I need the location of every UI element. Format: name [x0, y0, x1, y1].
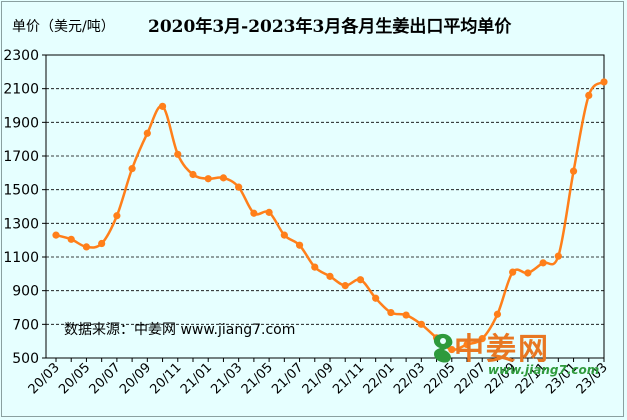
x-tick-label: 20/09 [117, 360, 154, 397]
data-source-label: 数据来源：中姜网 www.jiang7.com [64, 322, 296, 338]
data-point [569, 167, 578, 175]
x-tick-label: 20/07 [87, 360, 124, 397]
data-point [402, 311, 410, 319]
data-point [372, 294, 380, 302]
y-tick-label: 900 [12, 284, 39, 300]
data-point [265, 208, 273, 216]
site-logo: 中姜网 www.jiang7.com [430, 330, 610, 380]
x-tick-label: 21/11 [330, 360, 367, 397]
data-point [387, 308, 395, 317]
x-tick-label: 22/01 [361, 360, 398, 397]
data-point [235, 183, 243, 191]
data-point [219, 174, 228, 182]
y-tick-label: 1100 [3, 250, 39, 266]
data-point [356, 276, 365, 284]
data-point [585, 91, 593, 99]
data-point [326, 272, 334, 280]
y-tick-label: 700 [12, 317, 39, 333]
data-point [250, 209, 258, 217]
data-point [98, 239, 106, 248]
data-point [417, 320, 425, 328]
data-point [341, 282, 349, 290]
x-tick-label: 21/09 [300, 360, 337, 397]
data-point [67, 235, 75, 243]
chart-title: 2020年3月-2023年3月各月生姜出口平均单价 [148, 17, 512, 37]
y-tick-label: 1500 [3, 183, 39, 199]
ginger-logo-icon [433, 333, 453, 363]
data-point [295, 241, 304, 249]
y-tick-label: 2100 [3, 82, 39, 98]
plot-area [45, 54, 605, 359]
x-tick-label: 21/07 [269, 360, 306, 397]
data-point [113, 212, 121, 220]
data-point [143, 129, 151, 137]
data-point [189, 170, 197, 179]
y-tick-label: 2300 [3, 48, 39, 64]
data-point [509, 268, 517, 276]
x-tick-label: 20/05 [56, 360, 93, 397]
data-point [524, 269, 532, 277]
logo-text: 中姜网 [454, 332, 550, 367]
data-point [82, 243, 91, 251]
x-tick-label: 21/03 [208, 360, 245, 397]
data-point [311, 263, 319, 271]
y-tick-label: 1300 [3, 216, 39, 232]
data-point [204, 175, 212, 183]
data-point [448, 345, 456, 354]
y-tick-label: 1900 [3, 115, 39, 131]
logo-url: www.jiang7.com [488, 363, 600, 377]
data-point [128, 165, 136, 173]
data-point [554, 252, 562, 260]
data-point [174, 150, 182, 158]
data-point [539, 259, 547, 267]
data-point [493, 310, 502, 318]
data-point [52, 231, 60, 239]
data-point [600, 78, 608, 86]
y-axis-unit-label: 单价（美元/吨） [12, 19, 115, 35]
x-tick-label: 21/05 [239, 360, 276, 397]
data-point [463, 340, 471, 349]
y-tick-label: 1700 [3, 149, 39, 165]
x-tick-label: 21/01 [178, 360, 215, 397]
data-point [478, 335, 486, 343]
y-tick-label: 500 [12, 351, 39, 367]
data-point [280, 231, 288, 239]
x-tick-label: 22/03 [391, 360, 428, 397]
data-point [158, 102, 167, 110]
x-tick-label: 20/11 [148, 360, 185, 397]
